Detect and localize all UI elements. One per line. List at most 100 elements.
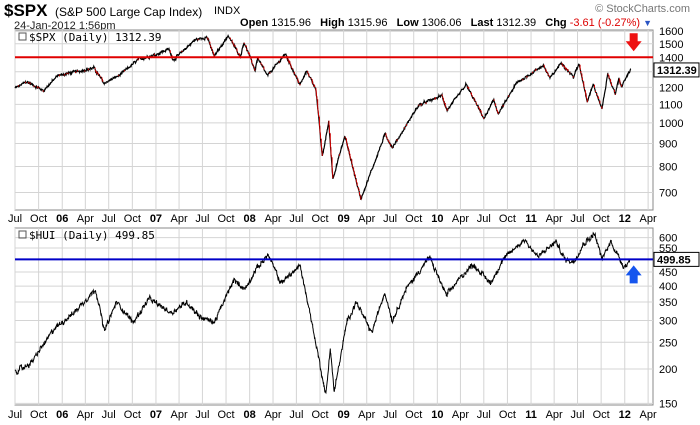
x-tick-label: Apr [546,409,563,421]
last-value-tag: 1312.39 [653,62,700,78]
x-tick-label: Jul [383,409,397,421]
x-tick-label: Apr [264,409,281,421]
chg-value: -3.61 (-0.27%) [569,17,641,29]
x-tick-label: Oct [405,409,422,421]
date-stamp: 24-Jan-2012 1:56pm [14,20,116,32]
x-tick-label: Jul [195,213,209,225]
x-tick-label: 12 [619,409,631,421]
x-tick-label: Oct [124,409,141,421]
y-tick-label: 1000 [659,118,683,130]
quote-bar: Open 1315.96 High 1315.96 Low 1306.06 La… [240,17,652,29]
x-tick-label: Oct [405,213,422,225]
hui-panel: Jul Oct 06 Apr Jul Oct 07 Apr Jul Oct 08 Apr Jul Oct 0… [8,227,700,421]
y-tick-label: 1600 [659,26,683,38]
x-tick-label: Apr [640,213,657,225]
last-value-box [653,62,700,78]
x-tick-label: Apr [452,409,469,421]
y-tick-label: 800 [659,161,677,173]
down-arrow-icon [625,33,642,52]
open-label: Open [240,17,269,29]
x-tick-label: Jul [570,213,584,225]
spx-price-line [14,33,632,201]
x-tick-label: Apr [546,213,563,225]
last-value: 1312.39 [496,17,537,29]
y-tick-label: 400 [659,281,677,293]
panel-label: $HUI (Daily) 499.85 [29,229,155,242]
x-tick-label: Oct [30,213,47,225]
symbol-title: $SPX [4,1,48,20]
panel-label: $SPX (Daily) 1312.39 [29,31,161,44]
last-label: Last [470,17,494,29]
x-tick-label: Jul [289,213,303,225]
x-tick-label: Apr [452,213,469,225]
y-tick-label: 700 [659,188,677,200]
exchange-label: INDX [214,5,241,17]
high-label: High [320,17,345,29]
x-tick-label: Oct [217,409,234,421]
y-tick-label: 1200 [659,82,683,94]
x-tick-label: 08 [244,213,256,225]
x-tick-label: 07 [150,213,162,225]
y-tick-label: 1500 [659,39,683,51]
x-tick-label: 11 [525,213,537,225]
x-tick-label: Jul [8,409,22,421]
x-axis: Jul Oct 06 Apr Jul Oct 07 Apr Jul Oct 08 Apr Jul Oct 0… [8,228,657,421]
x-tick-label: Oct [30,409,47,421]
x-tick-label: 09 [338,213,350,225]
x-tick-label: Apr [640,409,657,421]
x-tick-label: Oct [311,213,328,225]
x-tick-label: 07 [150,409,162,421]
y-tick-label: 150 [659,398,677,410]
last-value-label: 1312.39 [657,65,697,77]
x-tick-label: Oct [311,409,328,421]
index-name: (S&P 500 Large Cap Index) [55,5,203,19]
x-tick-label: Apr [264,213,281,225]
panel-toggle-icon [18,230,27,239]
x-tick-label: Oct [499,409,516,421]
y-tick-label: 200 [659,364,677,376]
x-tick-label: Jul [195,409,209,421]
last-value-label: 499.85 [657,254,691,266]
x-tick-label: Apr [77,213,94,225]
plot-frame [14,29,654,211]
x-tick-label: 11 [525,409,537,421]
y-tick-label: 450 [659,267,677,279]
x-tick-label: Jul [383,213,397,225]
x-tick-label: Apr [77,409,94,421]
x-tick-label: Apr [170,409,187,421]
x-tick-label: 10 [431,213,443,225]
x-tick-label: Jul [289,409,303,421]
x-tick-label: Oct [124,213,141,225]
x-tick-label: Oct [593,213,610,225]
chg-label: Chg [545,17,567,29]
x-tick-label: Oct [593,409,610,421]
x-tick-label: Jul [477,213,491,225]
high-value: 1315.96 [347,17,388,29]
x-tick-label: Jul [102,213,116,225]
x-tick-label: Jul [570,409,584,421]
hui-price-line [14,231,631,395]
y-tick-label: 600 [659,233,677,245]
spx-panel: Jul Oct 06 Apr Jul Oct 07 Apr Jul Oct 08 Apr Jul Oct 0… [8,26,700,225]
x-tick-label: Oct [499,213,516,225]
x-tick-label: 06 [56,409,68,421]
open-value: 1315.96 [271,17,311,29]
y-tick-label: 350 [659,297,677,309]
y-axis: 150200250300350400450500550600 [15,233,677,410]
low-value: 1306.06 [421,17,462,29]
x-tick-label: 08 [244,409,256,421]
x-tick-label: Apr [170,213,187,225]
y-tick-label: 1400 [659,52,683,64]
x-axis: Jul Oct 06 Apr Jul Oct 07 Apr Jul Oct 08 Apr Jul Oct 0… [8,30,657,225]
low-label: Low [396,17,419,29]
x-tick-label: 10 [431,409,443,421]
x-tick-label: Oct [217,213,234,225]
x-tick-label: Jul [477,409,491,421]
y-tick-label: 250 [659,337,677,349]
x-tick-label: Apr [358,213,375,225]
spx-down-bars [18,37,622,200]
y-tick-label: 300 [659,315,677,327]
dropdown-icon[interactable]: ▼ [643,18,652,28]
